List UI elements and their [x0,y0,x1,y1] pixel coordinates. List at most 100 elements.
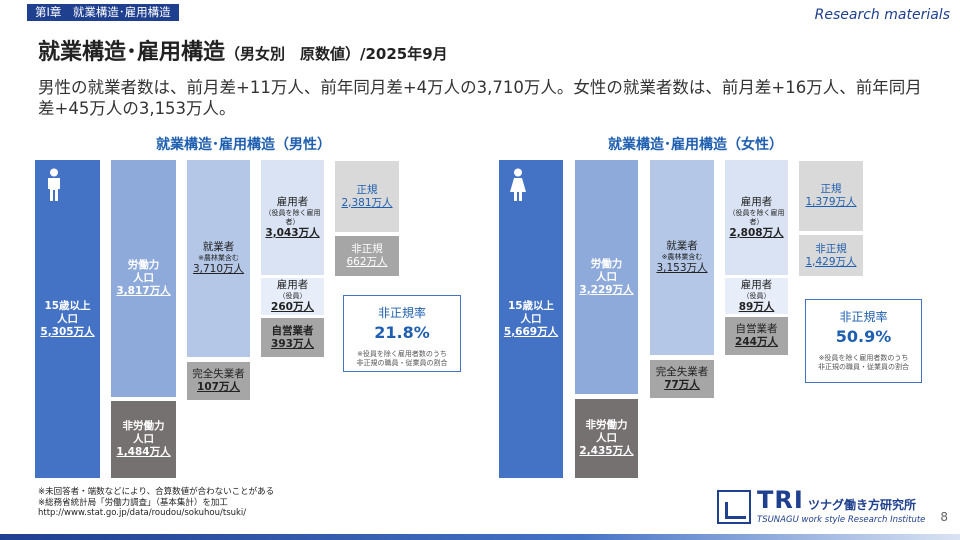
female-nolabor-label1: 非労働力 [585,419,628,431]
male-self-value: 393万人 [271,337,314,350]
female-rate-note2: 非正規の職員・従業員の割合 [818,363,909,371]
female-regular-value: 1,379万人 [805,196,857,208]
male-not-in-labor-box: 非労働力 人口 1,484万人 [111,401,176,478]
male-employees-label: 雇用者 [276,195,309,208]
logo-en-text: TSUNAGU work style Research Institute [757,515,926,525]
female-rate-value: 50.9% [835,327,892,346]
male-self-label: 自営業者 [271,324,314,337]
male-pop15-box: 15歳以上 人口 5,305万人 [35,160,100,478]
female-pop15-value: 5,669万人 [503,325,559,338]
male-exec-label: 雇用者 [276,279,309,291]
page-number: 8 [940,510,948,524]
female-person-icon [510,168,526,201]
female-nolabor-label2: 人口 [596,432,617,444]
female-employees-value: 2,808万人 [729,226,784,239]
chapter-tag: 第Ⅰ章 就業構造･雇用構造 [27,4,179,21]
female-labor-label2: 人口 [596,270,617,283]
female-rate-note1: ※役員を除く雇用者数のうち [818,354,909,362]
male-pop15-label2: 人口 [57,312,78,325]
female-employees-box: 雇用者 （役員を除く雇用者） 2,808万人 [725,160,788,275]
page-title: 就業構造･雇用構造（男女別 原数値）/2025年9月 [38,34,448,66]
male-nolabor-label1: 非労働力 [122,420,165,432]
lead-text: 男性の就業者数は、前月差+11万人、前年同月差+4万人の3,710万人。女性の就… [38,78,922,118]
footnote-source-link[interactable]: http://www.stat.go.jp/data/roudou/sokuho… [38,508,247,518]
female-employees-label: 雇用者 [740,195,773,208]
male-regular-value: 2,381万人 [341,196,393,209]
female-employed-note: ※農林業含む [661,253,703,261]
male-rate-value: 21.8% [374,323,430,342]
footnote-line1: ※未回答者・端数などにより、合算数値が合わないことがある [38,487,275,497]
female-unemployed-label: 完全失業者 [655,366,709,378]
female-employed-label: 就業者 [666,240,698,252]
footnotes: ※未回答者・端数などにより、合算数値が合わないことがある ※総務省統計局「労働力… [38,487,274,519]
female-unemployed-value: 77万人 [664,379,700,391]
male-employed-note: ※農林業含む [198,254,239,262]
male-section-title: 就業構造･雇用構造（男性） [156,137,331,153]
male-pop15-value: 5,305万人 [40,325,95,338]
female-nonreg-label: 非正規 [815,242,847,255]
female-exec-value: 89万人 [738,300,775,313]
female-pop15-label1: 15歳以上 [507,299,555,312]
female-nolabor-value: 2,435万人 [579,445,634,457]
female-non-regular-box: 非正規 1,429万人 [799,235,863,276]
male-exec-note: （役員） [278,292,307,300]
male-employed-box: 就業者 ※農林業含む 3,710万人 [187,160,250,357]
female-executives-box: 雇用者 （役員） 89万人 [725,278,788,314]
male-labor-label1: 労働力 [127,259,160,271]
female-nonreg-value: 1,429万人 [805,255,857,268]
male-unemployed-value: 107万人 [197,381,240,393]
male-person-icon [48,168,60,201]
female-self-employed-box: 自営業者 244万人 [725,317,788,355]
bottom-bar [0,534,960,540]
research-materials-label: Research materials [814,7,950,23]
male-rate-note1: ※役員を除く雇用者数のうち [357,350,447,358]
male-rate-note2: 非正規の職員・従業員の割合 [356,359,448,367]
female-pop15-label2: 人口 [520,312,542,325]
female-regular-box: 正規 1,379万人 [799,161,863,231]
female-regular-label: 正規 [820,183,842,195]
female-rate-label: 非正規率 [839,310,888,324]
male-regular-box: 正規 2,381万人 [335,161,399,232]
male-nonreg-value: 662万人 [346,256,388,268]
male-unemployed-label: 完全失業者 [192,368,245,380]
female-employed-value: 3,153万人 [656,262,708,274]
male-pop15-label1: 15歳以上 [44,299,91,312]
female-section-title: 就業構造･雇用構造（女性） [608,137,783,153]
male-self-employed-box: 自営業者 393万人 [261,318,324,357]
female-not-in-labor-box: 非労働力 人口 2,435万人 [575,399,638,478]
female-exec-label: 雇用者 [740,278,773,291]
male-employees-note: （役員を除く雇用者） [264,208,321,226]
male-labor-label2: 人口 [133,272,154,284]
male-unemployed-box: 完全失業者 107万人 [187,362,250,400]
male-non-regular-box: 非正規 662万人 [335,236,399,276]
female-labor-force-box: 労働力 人口 3,229万人 [575,160,638,394]
female-unemployed-box: 完全失業者 77万人 [650,360,714,398]
male-employed-value: 3,710万人 [192,263,245,275]
male-labor-force-box: 労働力 人口 3,817万人 [111,160,176,397]
female-rate-box: 非正規率 50.9% ※役員を除く雇用者数のうち 非正規の職員・従業員の割合 [805,299,922,383]
tri-logo: TRI ツナグ働き方研究所 TSUNAGU work style Researc… [717,486,927,530]
female-pop15-box: 15歳以上 人口 5,669万人 [499,160,563,478]
male-employees-box: 雇用者 （役員を除く雇用者） 3,043万人 [261,160,324,275]
male-regular-label: 正規 [356,183,378,196]
male-nolabor-value: 1,484万人 [116,446,171,458]
male-nonreg-label: 非正規 [351,243,383,255]
logo-tri-text: TRI [757,486,804,514]
female-employees-note: （役員を除く雇用者） [728,208,785,226]
female-self-value: 244万人 [735,336,778,348]
female-self-label: 自営業者 [735,323,778,335]
footnote-line2: ※総務省統計局「労働力調査」（基本集計）を加工 [38,497,228,508]
female-labor-value: 3,229万人 [579,283,634,296]
title-sub: （男女別 原数値）/2025年9月 [225,45,448,63]
title-main: 就業構造･雇用構造 [38,40,226,65]
female-labor-label1: 労働力 [590,257,623,270]
logo-mark-icon [717,490,751,524]
male-executives-box: 雇用者 （役員） 260万人 [261,278,324,315]
male-employed-label: 就業者 [202,241,235,253]
male-employees-value: 3,043万人 [265,226,320,239]
male-nolabor-label2: 人口 [133,433,154,445]
male-rate-box: 非正規率 21.8% ※役員を除く雇用者数のうち 非正規の職員・従業員の割合 [343,295,461,372]
logo-jp-text: ツナグ働き方研究所 [808,498,917,512]
female-exec-note: （役員） [742,291,771,300]
female-employed-box: 就業者 ※農林業含む 3,153万人 [650,160,714,355]
